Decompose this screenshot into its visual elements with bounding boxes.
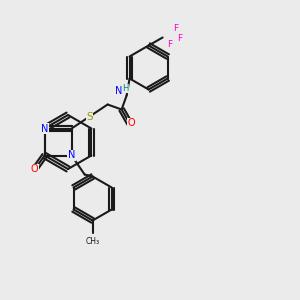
Text: S: S [86, 112, 93, 122]
Text: N: N [115, 85, 122, 95]
Text: H: H [122, 84, 129, 93]
Text: O: O [31, 164, 38, 175]
Text: N: N [41, 124, 48, 134]
Text: N: N [68, 151, 75, 160]
Text: F: F [167, 40, 172, 49]
Text: CH₃: CH₃ [85, 238, 100, 247]
Text: F: F [177, 34, 182, 43]
Text: O: O [128, 118, 135, 128]
Text: F: F [173, 24, 178, 33]
